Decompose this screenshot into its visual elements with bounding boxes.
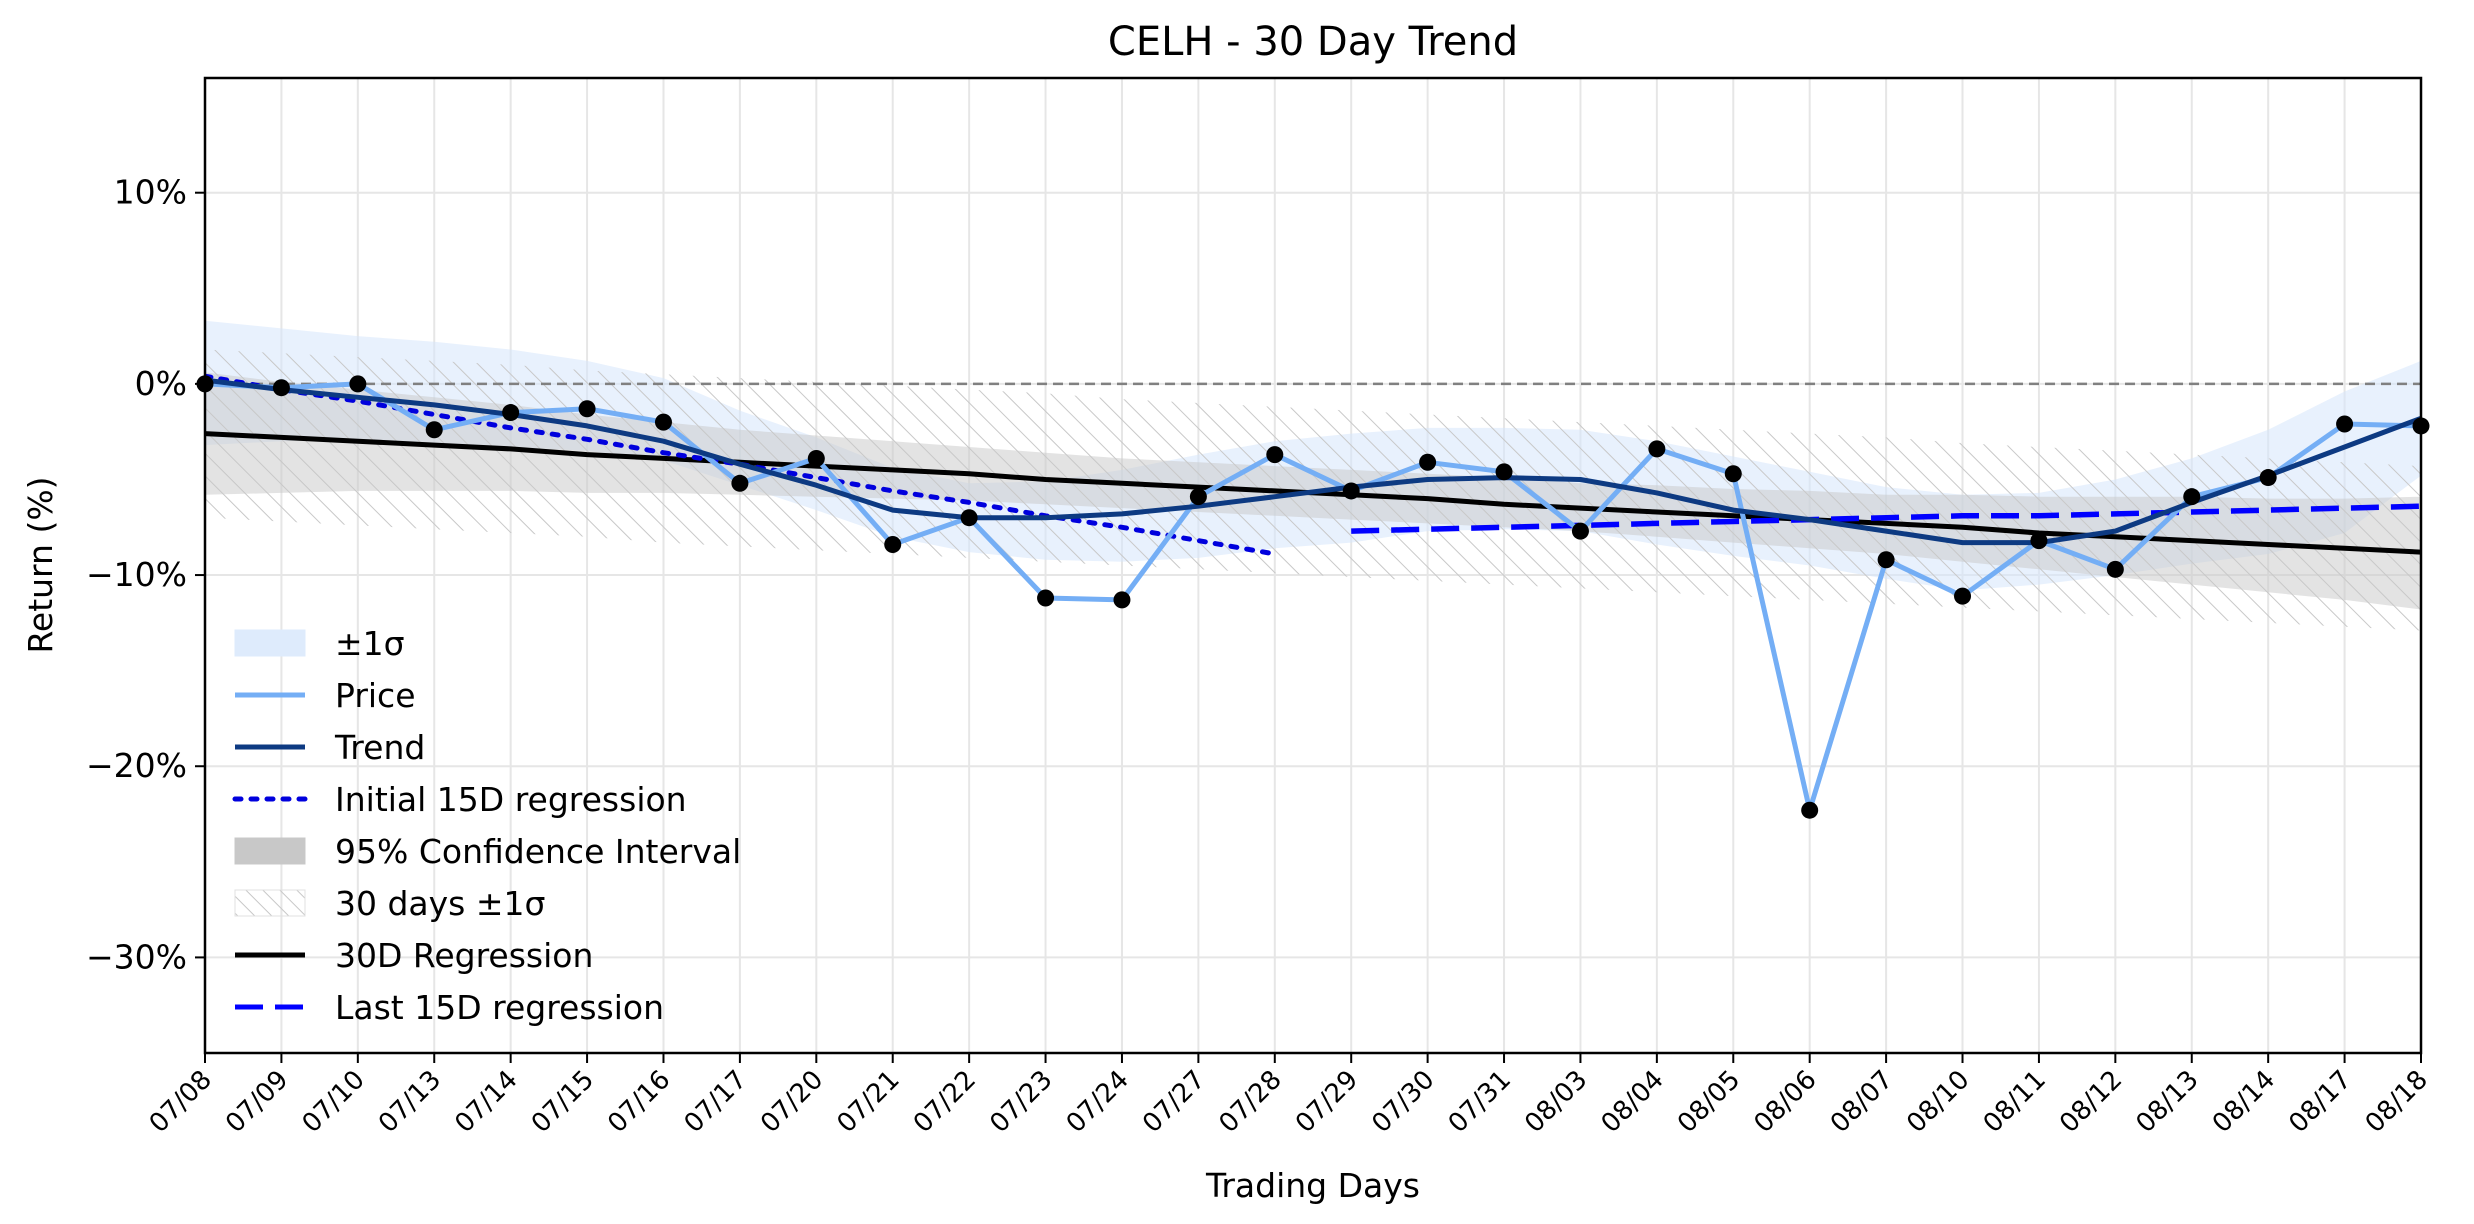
x-tick-label: 07/16 [602,1065,676,1139]
legend-item: ±1σ [234,624,405,663]
legend-item: Initial 15D regression [232,780,687,819]
legend-item: Price [235,676,416,715]
x-tick-label: 08/12 [2054,1065,2128,1139]
price-point [1801,801,1819,819]
x-tick-label: 07/08 [144,1065,218,1139]
price-point [1648,440,1666,458]
x-tick-label: 07/27 [1137,1065,1211,1139]
price-point [2183,488,2201,506]
price-point [2030,532,2048,550]
x-tick-label: 08/13 [2131,1065,2205,1139]
y-axis-label: Return (%) [21,476,60,653]
y-axis: 10% 0% −10% −20% −30% [86,173,205,976]
y-tick-label: −10% [86,555,187,594]
price-point [1877,551,1895,569]
x-tick-label: 08/11 [1978,1065,2052,1139]
legend-label: Trend [334,728,425,767]
x-tick-label: 07/30 [1366,1065,1440,1139]
x-tick-label: 08/07 [1825,1065,1899,1139]
x-tick-label: 07/10 [297,1065,371,1139]
legend-item: 30D Regression [235,936,593,975]
price-point [1189,488,1207,506]
x-tick-label: 07/17 [679,1065,753,1139]
price-point [1571,522,1589,540]
legend-item: Trend [235,728,425,767]
legend-item: Last 15D regression [235,988,664,1027]
price-point [349,375,367,393]
x-tick-label: 08/17 [2283,1065,2357,1139]
price-point [1113,591,1131,609]
price-point [425,421,443,439]
legend-label: ±1σ [335,624,405,663]
x-axis: 07/08 07/09 07/10 07/13 07/14 07/15 07/16 07/17… [144,1053,2434,1139]
legend-label: Last 15D regression [335,988,664,1027]
price-point [1724,465,1742,483]
series-line-trend [205,377,2421,546]
line-layer [205,373,2421,813]
x-tick-label: 08/10 [1901,1065,1975,1139]
legend-swatch [234,629,306,657]
chart-title: CELH - 30 Day Trend [1108,19,1518,65]
legend-swatch [234,889,306,917]
x-tick-label: 07/21 [831,1065,905,1139]
x-tick-label: 07/15 [526,1065,600,1139]
legend-label: 95% Confidence Interval [335,832,741,871]
x-tick-label: 07/20 [755,1065,829,1139]
price-point [502,404,520,422]
legend-label: Initial 15D regression [335,780,687,819]
x-tick-label: 07/22 [908,1065,982,1139]
x-tick-label: 08/18 [2360,1065,2434,1139]
legend-label: 30D Regression [335,936,593,975]
price-point [884,535,902,553]
x-tick-label: 08/05 [1672,1065,1746,1139]
x-tick-label: 07/13 [373,1065,447,1139]
plot-frame [203,76,2423,1055]
x-axis-label: Trading Days [1205,1166,1420,1205]
x-tick-label: 07/28 [1214,1065,1288,1139]
price-point [1037,589,1055,607]
price-point [2259,469,2277,487]
price-point [1495,463,1513,481]
legend-item: 95% Confidence Interval [234,832,741,871]
price-point [654,413,672,431]
legend-label: Price [335,676,416,715]
series-line-last-15d-regression [1351,503,2421,534]
legend-item: 30 days ±1σ [234,884,545,923]
price-point [1954,587,1972,605]
y-tick-label: −30% [86,937,187,976]
y-tick-label: 0% [135,364,187,403]
x-tick-label: 07/14 [449,1065,523,1139]
x-tick-label: 07/24 [1061,1065,1135,1139]
price-point [2106,560,2124,578]
legend: ±1σ Price Trend Initial 15D regression 95% C… [232,624,741,1027]
y-tick-label: 10% [114,173,187,212]
x-tick-label: 07/31 [1443,1065,1517,1139]
x-tick-label: 07/23 [984,1065,1058,1139]
price-point [807,449,825,467]
price-point [2336,415,2354,433]
x-tick-label: 08/03 [1519,1065,1593,1139]
band-layer [205,320,2421,631]
x-tick-label: 07/29 [1290,1065,1364,1139]
y-tick-label: −20% [86,746,187,785]
price-point [1419,453,1437,471]
price-point [1266,446,1284,464]
series-line-price [205,381,2421,813]
x-tick-label: 08/14 [2207,1065,2281,1139]
price-point [272,379,290,397]
legend-label: 30 days ±1σ [335,884,545,923]
price-point [578,400,596,418]
x-tick-label: 07/09 [220,1065,294,1139]
x-tick-label: 08/04 [1596,1065,1670,1139]
x-tick-label: 08/06 [1748,1065,1822,1139]
price-point [731,474,749,492]
price-point [960,509,978,527]
price-point [1342,482,1360,500]
point-layer [196,375,2430,819]
legend-swatch [234,837,306,865]
